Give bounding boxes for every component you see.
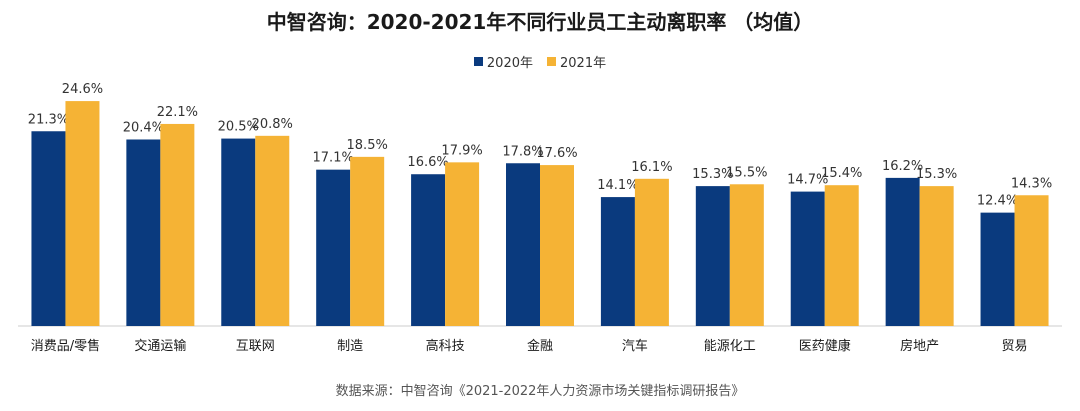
bar-2021-4 bbox=[445, 162, 480, 326]
bar-2020-6 bbox=[600, 197, 635, 326]
category-label-4: 高科技 bbox=[426, 338, 465, 354]
category-label-6: 汽车 bbox=[622, 338, 648, 354]
value-label-2021-0: 24.6% bbox=[62, 82, 103, 97]
category-label-5: 金融 bbox=[527, 338, 553, 354]
bar-2020-8 bbox=[790, 191, 825, 326]
category-label-10: 贸易 bbox=[1002, 339, 1028, 354]
bar-2020-1 bbox=[126, 139, 161, 326]
category-label-9: 房地产 bbox=[900, 338, 939, 354]
value-label-2021-7: 15.5% bbox=[726, 165, 767, 180]
value-label-2020-3: 17.1% bbox=[313, 151, 354, 166]
legend-label-2020: 2020年 bbox=[486, 56, 533, 71]
value-label-2020-10: 12.4% bbox=[977, 194, 1018, 209]
category-label-8: 医药健康 bbox=[799, 338, 851, 354]
bar-2021-6 bbox=[634, 178, 669, 326]
category-label-1: 交通运输 bbox=[134, 338, 186, 354]
bar-2021-2 bbox=[255, 135, 290, 326]
bar-2020-2 bbox=[221, 138, 256, 326]
value-label-2020-9: 16.2% bbox=[882, 159, 923, 174]
bar-2021-1 bbox=[160, 123, 195, 326]
legend-swatch-2020 bbox=[473, 57, 483, 66]
value-label-2020-5: 17.8% bbox=[502, 144, 543, 159]
category-label-0: 消费品/零售 bbox=[31, 338, 100, 354]
bar-2021-0 bbox=[65, 101, 100, 326]
value-label-2021-2: 20.8% bbox=[252, 117, 293, 132]
value-label-2021-5: 17.6% bbox=[536, 146, 577, 161]
value-label-2021-3: 18.5% bbox=[347, 138, 388, 153]
value-label-2020-2: 20.5% bbox=[218, 120, 259, 135]
bar-2021-8 bbox=[824, 185, 859, 326]
chart-title: 中智咨询：2020-2021年不同行业员工主动离职率 （均值） bbox=[266, 10, 814, 34]
value-label-2021-8: 15.4% bbox=[821, 166, 862, 181]
category-label-3: 制造 bbox=[337, 339, 363, 354]
legend-label-2021: 2021年 bbox=[560, 56, 607, 71]
legend-item-2021: 2021年 bbox=[547, 52, 606, 71]
value-label-2020-7: 15.3% bbox=[692, 167, 733, 182]
value-label-2020-4: 16.6% bbox=[407, 155, 448, 170]
value-label-2020-6: 14.1% bbox=[597, 178, 638, 193]
value-label-2020-8: 14.7% bbox=[787, 173, 828, 188]
bar-chart-plot: 21.3% 24.6% 消费品/零售 20.4%22.1% 交通运输 20.5%20.8%… bbox=[18, 82, 1062, 354]
bar-2021-9 bbox=[919, 186, 954, 326]
bar-2020-4 bbox=[411, 174, 446, 326]
legend-item-2020: 2020年 bbox=[473, 52, 533, 71]
bar-2021-7 bbox=[729, 184, 764, 326]
bar-2020-9 bbox=[885, 177, 920, 326]
value-label-2020-1: 20.4% bbox=[123, 120, 164, 135]
bar-2020-5 bbox=[506, 163, 540, 326]
value-label-2021-9: 15.3% bbox=[916, 167, 957, 182]
bar-2020-10 bbox=[980, 212, 1015, 326]
value-label-2021-1: 22.1% bbox=[157, 105, 198, 120]
legend-swatch-2021 bbox=[547, 57, 556, 66]
bar-2021-5 bbox=[540, 165, 574, 326]
value-label-2020-0: 21.3% bbox=[28, 112, 69, 127]
category-label-2: 互联网 bbox=[236, 339, 275, 354]
source-note: 数据来源：中智咨询《2021-2022年人力资源市场关键指标调研报告》 bbox=[335, 384, 745, 399]
value-label-2021-6: 16.1% bbox=[631, 160, 672, 175]
legend: 2020年 2021年 bbox=[0, 52, 1080, 71]
value-label-2021-10: 14.3% bbox=[1011, 176, 1052, 191]
bar-2020-7 bbox=[695, 186, 730, 326]
bar-2020-0 bbox=[31, 131, 66, 326]
bar-2021-10 bbox=[1014, 195, 1049, 326]
value-label-2021-4: 17.9% bbox=[441, 143, 482, 158]
bar-2020-3 bbox=[316, 169, 351, 326]
bar-2021-3 bbox=[350, 156, 385, 326]
category-label-7: 能源化工 bbox=[704, 339, 756, 354]
